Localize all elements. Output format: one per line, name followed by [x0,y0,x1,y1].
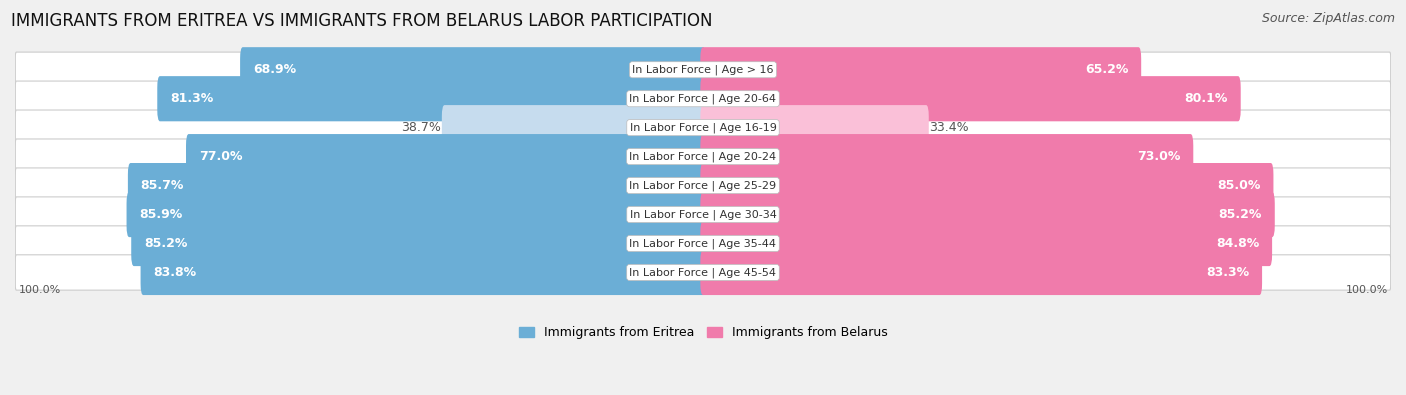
Text: IMMIGRANTS FROM ERITREA VS IMMIGRANTS FROM BELARUS LABOR PARTICIPATION: IMMIGRANTS FROM ERITREA VS IMMIGRANTS FR… [11,12,713,30]
FancyBboxPatch shape [15,255,1391,290]
FancyBboxPatch shape [15,168,1391,203]
Text: In Labor Force | Age 45-54: In Labor Force | Age 45-54 [630,267,776,278]
Text: Source: ZipAtlas.com: Source: ZipAtlas.com [1261,12,1395,25]
Text: 85.2%: 85.2% [143,237,187,250]
FancyBboxPatch shape [15,52,1391,87]
Text: In Labor Force | Age 20-64: In Labor Force | Age 20-64 [630,94,776,104]
Text: 100.0%: 100.0% [18,285,60,295]
Text: 83.8%: 83.8% [153,266,197,279]
FancyBboxPatch shape [15,226,1391,261]
Text: 100.0%: 100.0% [1346,285,1388,295]
Text: In Labor Force | Age > 16: In Labor Force | Age > 16 [633,64,773,75]
Text: 33.4%: 33.4% [929,121,969,134]
FancyBboxPatch shape [700,192,1275,237]
Text: 83.3%: 83.3% [1206,266,1250,279]
FancyBboxPatch shape [141,250,706,295]
FancyBboxPatch shape [186,134,706,179]
FancyBboxPatch shape [131,221,706,266]
Legend: Immigrants from Eritrea, Immigrants from Belarus: Immigrants from Eritrea, Immigrants from… [513,321,893,344]
Text: 84.8%: 84.8% [1216,237,1260,250]
Text: In Labor Force | Age 35-44: In Labor Force | Age 35-44 [630,238,776,249]
Text: In Labor Force | Age 16-19: In Labor Force | Age 16-19 [630,122,776,133]
FancyBboxPatch shape [700,105,929,150]
Text: 38.7%: 38.7% [401,121,441,134]
Text: 73.0%: 73.0% [1137,150,1181,163]
Text: 85.7%: 85.7% [141,179,184,192]
Text: 77.0%: 77.0% [198,150,242,163]
Text: 85.9%: 85.9% [139,208,183,221]
Text: 65.2%: 65.2% [1085,63,1129,76]
FancyBboxPatch shape [240,47,706,92]
FancyBboxPatch shape [127,192,706,237]
FancyBboxPatch shape [700,76,1240,121]
FancyBboxPatch shape [700,250,1263,295]
FancyBboxPatch shape [441,105,706,150]
Text: In Labor Force | Age 25-29: In Labor Force | Age 25-29 [630,181,776,191]
Text: 68.9%: 68.9% [253,63,295,76]
FancyBboxPatch shape [700,47,1142,92]
Text: 85.0%: 85.0% [1218,179,1261,192]
Text: In Labor Force | Age 20-24: In Labor Force | Age 20-24 [630,151,776,162]
FancyBboxPatch shape [157,76,706,121]
FancyBboxPatch shape [700,221,1272,266]
FancyBboxPatch shape [15,139,1391,174]
Text: 81.3%: 81.3% [170,92,214,105]
FancyBboxPatch shape [15,110,1391,145]
Text: In Labor Force | Age 30-34: In Labor Force | Age 30-34 [630,209,776,220]
FancyBboxPatch shape [15,81,1391,117]
FancyBboxPatch shape [128,163,706,208]
Text: 80.1%: 80.1% [1185,92,1227,105]
FancyBboxPatch shape [700,163,1274,208]
FancyBboxPatch shape [700,134,1194,179]
Text: 85.2%: 85.2% [1219,208,1263,221]
FancyBboxPatch shape [15,197,1391,232]
